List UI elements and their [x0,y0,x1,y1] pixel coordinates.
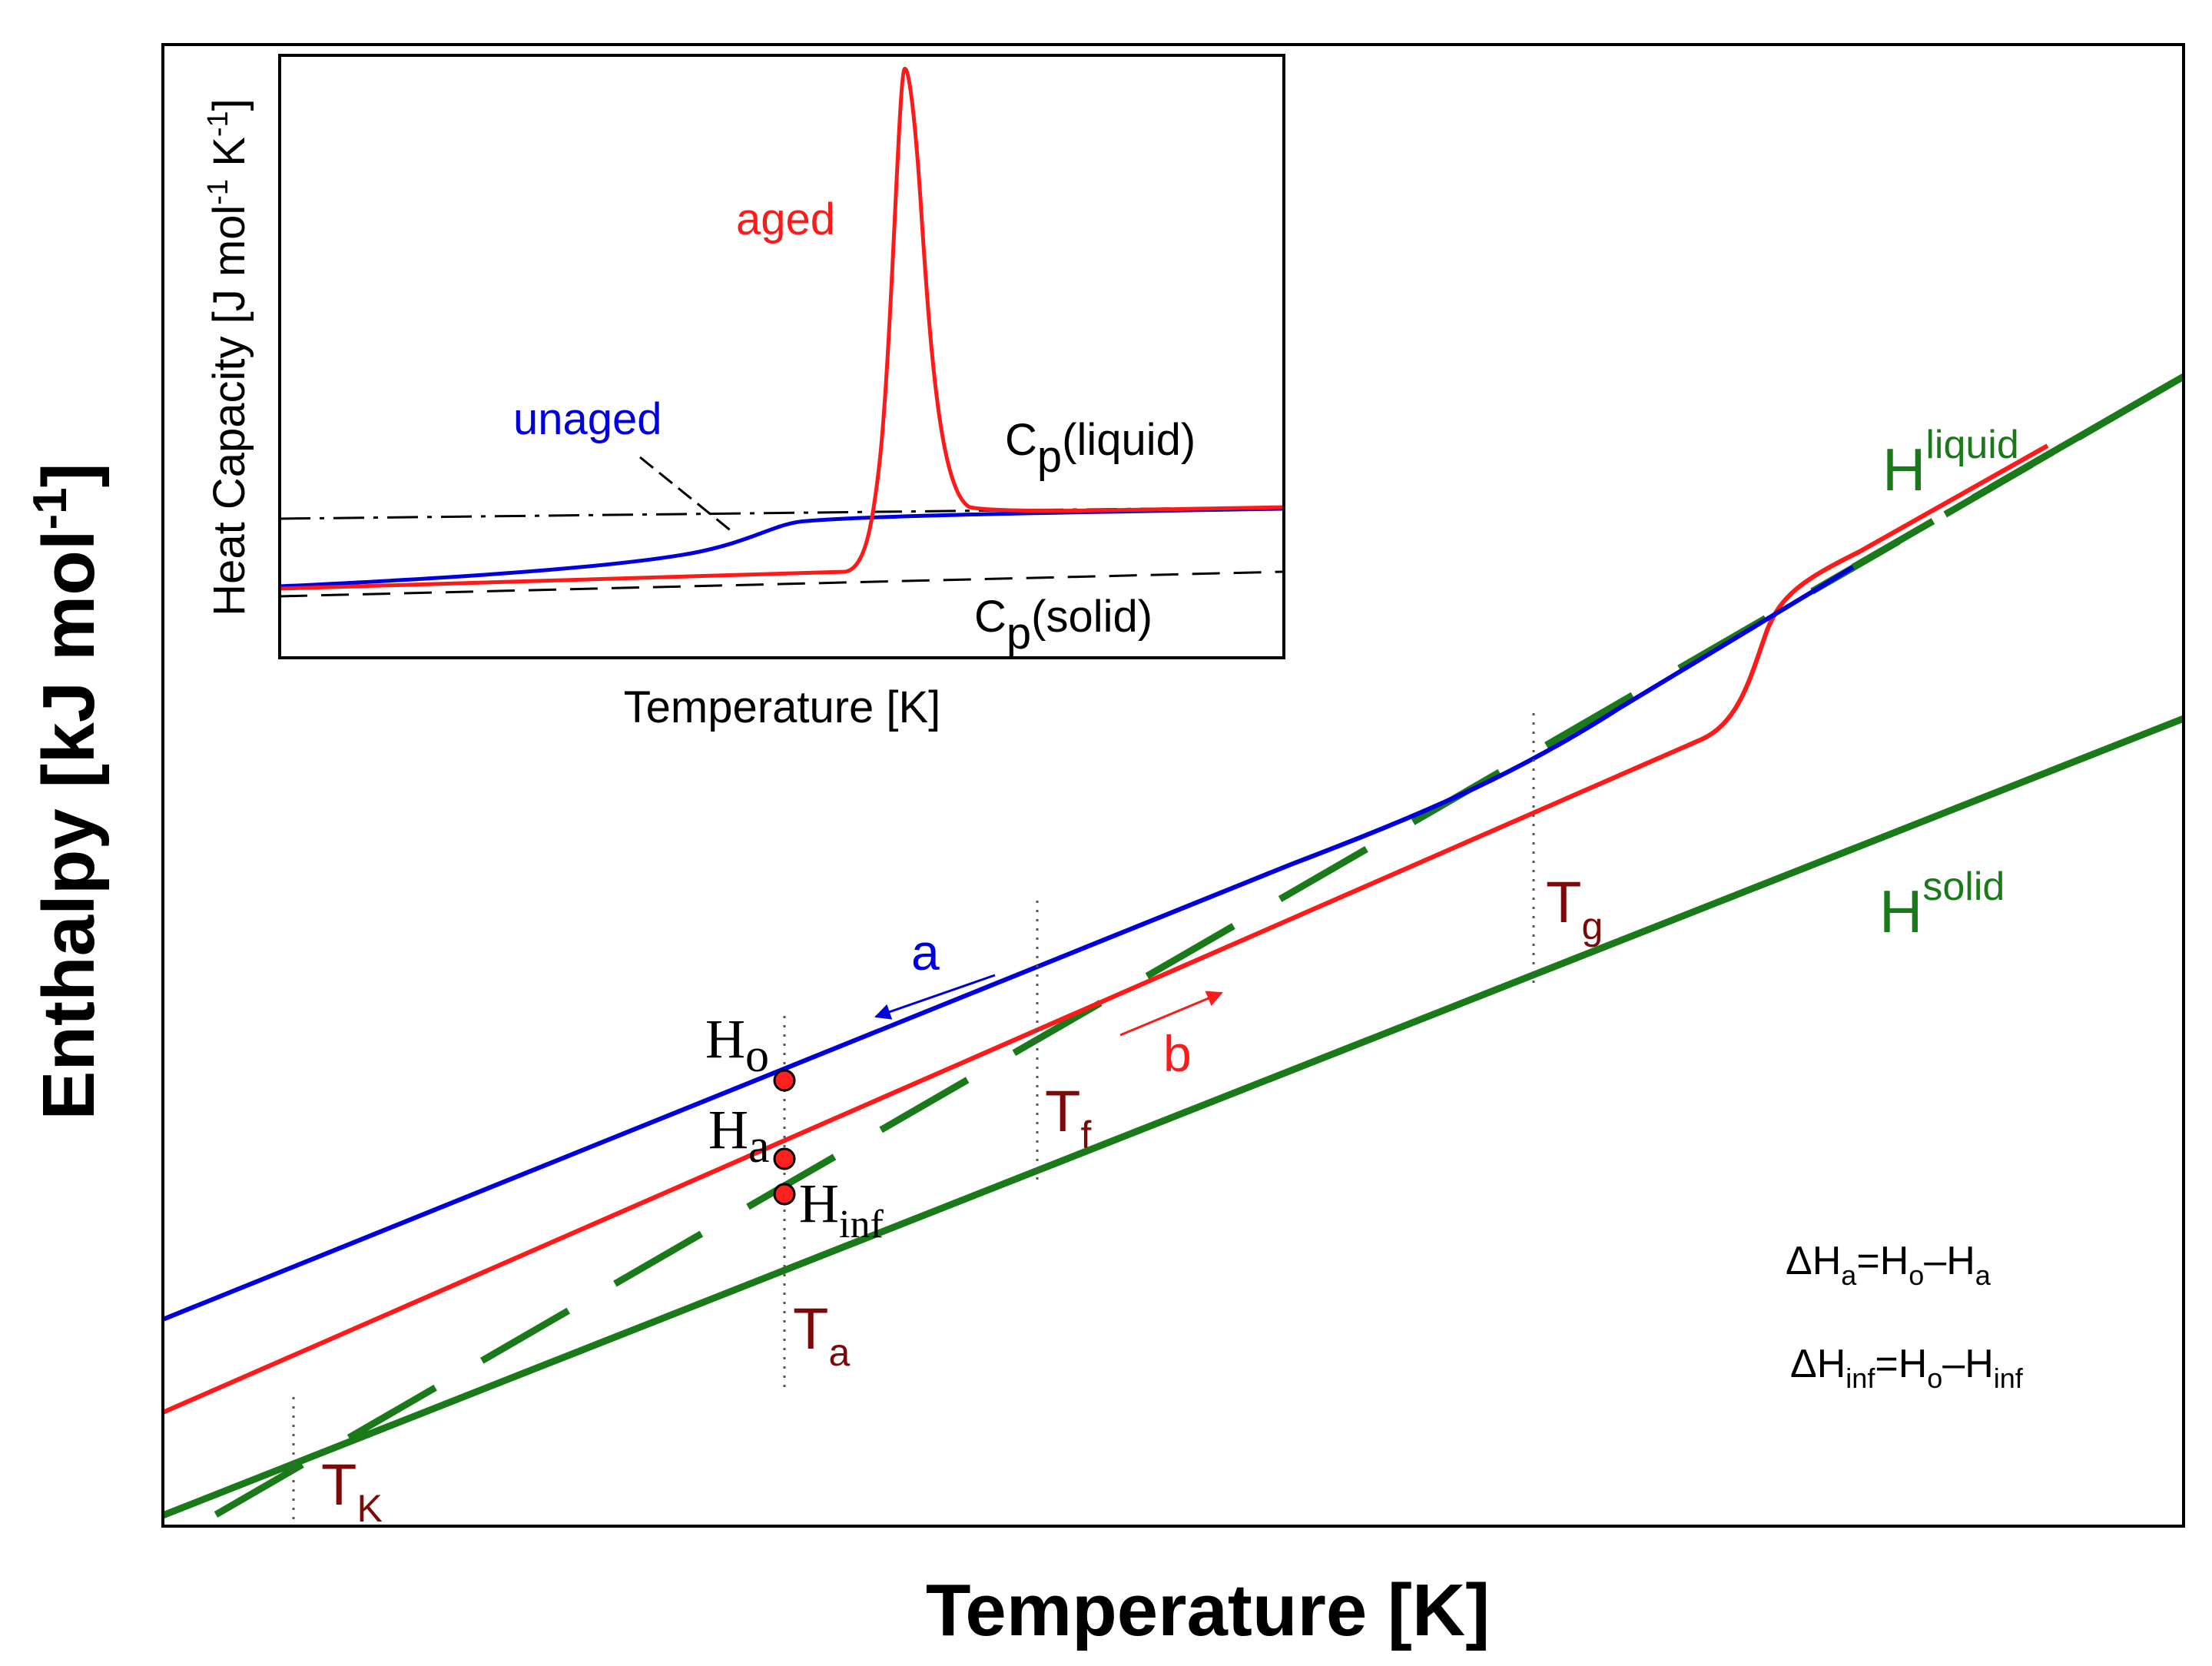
h-liquid-label: Hliquid [1882,423,2019,503]
unaged-cp-curve [280,506,1284,589]
unaged-pointer-line [639,456,733,533]
cp-solid-label: Cp(solid) [974,592,1152,659]
main-x-axis-title: Temperature [K] [926,1569,1490,1651]
h-o-label: Ho [705,1008,769,1082]
h-solid-label: Hsolid [1879,865,2005,945]
aged-cp-curve [280,67,1284,591]
cp-solid-line [280,570,1284,598]
inset-y-axis-title: Heat Capacity [J mol-1 K-1] [202,98,254,616]
unaged-enthalpy-curve [163,565,1855,1322]
inset-background [280,55,1284,658]
h-a-label: Ha [708,1099,770,1173]
inset-curves [280,67,1284,598]
path-b-label: b [1163,1025,1192,1082]
delta-ha-equation: ΔHa=Ho–Ha [1786,1239,1991,1291]
t-g-label: Tg [1546,870,1603,947]
path-a-label: a [911,924,940,981]
main-y-axis-title: Enthalpy [kJ mol-1] [24,463,110,1120]
h-inf-point [773,1183,796,1206]
main-plot-curves [163,373,2184,1526]
h-inf-label: Hinf [799,1173,884,1246]
path-b-arrow [1119,991,1223,1037]
t-k-label: TK [321,1452,383,1530]
t-f-label: Tf [1045,1079,1091,1157]
aged-enthalpy-curve [163,443,2049,1415]
unaged-label: unaged [513,394,662,444]
cp-liquid-label: Cp(liquid) [1005,415,1196,482]
aged-label: aged [736,194,835,244]
delta-hinf-equation: ΔHinf=Ho–Hinf [1790,1342,2024,1394]
h-liquid-line-top [1988,373,2184,491]
inset-frame [278,54,1285,659]
h-solid-line [163,715,2184,1519]
inset-x-axis-title: Temperature [K] [624,682,941,732]
path-a-arrow [874,974,996,1020]
main-plot-frame [161,43,2185,1528]
t-a-label: Ta [793,1296,850,1374]
h-a-point [773,1147,796,1170]
h-o-point [773,1069,796,1092]
